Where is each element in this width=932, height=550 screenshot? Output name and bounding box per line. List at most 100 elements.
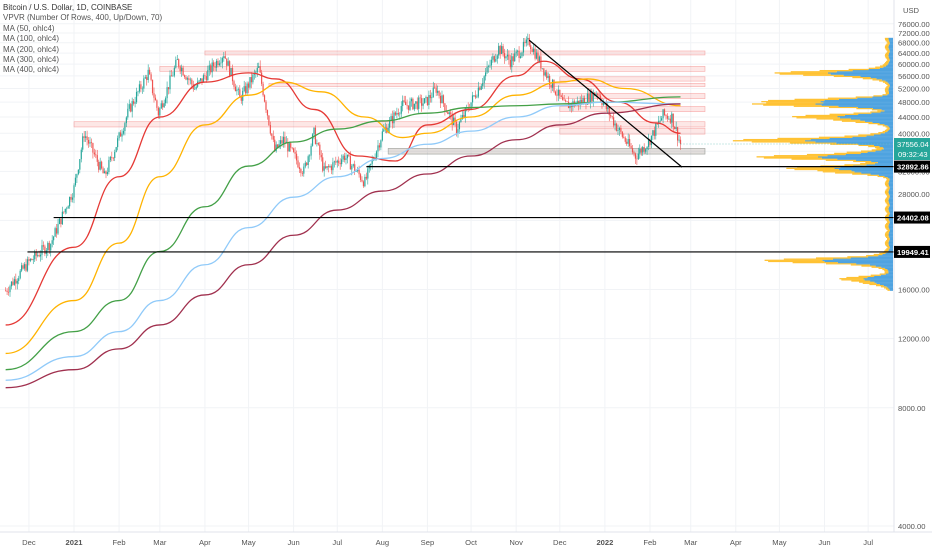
candle-body xyxy=(565,100,567,102)
volume-profile-up-bar xyxy=(889,205,893,207)
volume-profile-up-bar xyxy=(889,41,893,43)
candle-body xyxy=(325,166,327,169)
candle-body xyxy=(525,39,527,44)
volume-profile-up-bar xyxy=(889,51,893,53)
legend-indicator[interactable]: MA (300, ohlc4) xyxy=(3,55,60,65)
volume-profile-down-bar xyxy=(783,258,833,260)
volume-profile-down-bar xyxy=(886,188,890,190)
volume-profile-up-bar xyxy=(880,133,893,135)
candle-body xyxy=(329,166,331,168)
time-tick-label: Mar xyxy=(684,538,698,547)
volume-profile-down-bar xyxy=(886,230,890,233)
candle-body xyxy=(13,279,15,285)
candle-body xyxy=(112,157,114,159)
candle-body xyxy=(387,127,389,133)
volume-profile-up-bar xyxy=(885,273,893,275)
candle-body xyxy=(602,102,605,105)
volume-profile-up-bar xyxy=(888,242,893,244)
volume-profile-down-bar xyxy=(825,263,857,265)
volume-profile-up-bar xyxy=(820,101,893,103)
time-tick-label: 2022 xyxy=(596,538,613,547)
volume-profile-up-bar xyxy=(837,261,893,264)
candle-body xyxy=(194,88,196,90)
volume-profile-up-bar xyxy=(888,63,893,65)
candle-body xyxy=(103,171,106,174)
volume-profile-down-bar xyxy=(886,213,890,215)
volume-profile-down-bar xyxy=(885,240,890,242)
volume-profile-down-bar xyxy=(885,44,889,47)
candle-body xyxy=(311,134,314,146)
volume-profile-down-bar xyxy=(819,69,853,72)
candle-body xyxy=(162,103,164,108)
candle-body xyxy=(645,149,647,152)
volume-profile-up-bar xyxy=(888,202,893,204)
volume-profile-up-bar xyxy=(889,221,893,224)
volume-profile-up-bar xyxy=(889,196,893,198)
candle-body xyxy=(41,245,43,255)
candle-body xyxy=(431,97,433,99)
volume-profile-down-bar xyxy=(885,181,889,183)
volume-profile-down-bar xyxy=(886,179,890,181)
volume-profile-down-bar xyxy=(774,72,828,74)
candle-body xyxy=(282,136,285,144)
candle-body xyxy=(666,115,669,119)
legend-indicator[interactable]: VPVR (Number Of Rows, 400, Up/Down, 70) xyxy=(3,13,163,23)
volume-profile-up-bar xyxy=(887,81,893,83)
candle-body xyxy=(495,58,497,62)
candle-body xyxy=(634,153,637,159)
volume-profile-down-bar xyxy=(870,274,881,276)
volume-profile-up-bar xyxy=(889,86,893,88)
candle-body xyxy=(57,224,59,234)
candle-body xyxy=(223,56,225,58)
candle-body xyxy=(12,281,14,285)
candle-body xyxy=(191,79,193,85)
volume-profile-down-bar xyxy=(887,127,890,129)
candle-body xyxy=(259,66,261,73)
legend-indicator[interactable]: MA (50, ohlc4) xyxy=(3,23,55,33)
volume-profile-down-bar xyxy=(828,106,858,109)
legend-title[interactable]: Bitcoin / U.S. Dollar, 1D, COINBASE xyxy=(3,3,133,12)
candle-body xyxy=(476,96,478,98)
candle-body xyxy=(534,48,536,59)
time-axis[interactable]: Dec 2021 Feb Mar Apr May Jun Jul Aug Sep Oct Nov Dec… xyxy=(0,531,932,547)
volume-profile-up-bar xyxy=(888,243,893,245)
candle-body xyxy=(16,280,18,284)
candle-body xyxy=(95,154,97,156)
volume-profile-up-bar xyxy=(889,204,893,206)
volume-profile-down-bar xyxy=(878,267,886,270)
candle-body xyxy=(310,145,312,156)
drawn-lines[interactable] xyxy=(27,39,894,253)
volume-profile-up-bar xyxy=(889,197,893,199)
legend-indicator[interactable]: MA (200, ohlc4) xyxy=(3,44,60,54)
candle-body xyxy=(618,127,621,130)
volume-profile-up-bar xyxy=(844,114,893,117)
price-tick-label: 72000.00 xyxy=(898,29,930,38)
candle-body xyxy=(489,65,491,67)
volume-profile-down-bar xyxy=(839,278,864,280)
candle-body xyxy=(127,108,129,118)
candle-body xyxy=(562,96,564,101)
candle-body xyxy=(675,127,677,129)
volume-profile-down-bar xyxy=(862,282,877,284)
legend-indicator[interactable]: MA (400, ohlc4) xyxy=(3,65,60,75)
volume-profile-up-bar xyxy=(888,235,893,237)
candle-body xyxy=(461,115,463,120)
legend-indicator[interactable]: MA (100, ohlc4) xyxy=(3,34,60,44)
level-price-label: 32892.86 xyxy=(897,163,929,172)
candle-body xyxy=(509,59,511,68)
volume-profile-up-bar xyxy=(876,78,893,80)
candle-body xyxy=(210,65,212,73)
candle-body xyxy=(300,168,302,173)
candle-body xyxy=(326,166,328,169)
candle-body xyxy=(115,147,117,153)
candle-body xyxy=(261,72,263,84)
candle-body xyxy=(69,196,71,207)
candle-body xyxy=(9,286,11,293)
volume-profile-down-bar xyxy=(751,141,816,143)
candle-body xyxy=(60,218,62,225)
candle-body xyxy=(303,166,305,174)
volume-profile-down-bar xyxy=(885,198,889,201)
volume-profile-down-bar xyxy=(791,158,838,160)
